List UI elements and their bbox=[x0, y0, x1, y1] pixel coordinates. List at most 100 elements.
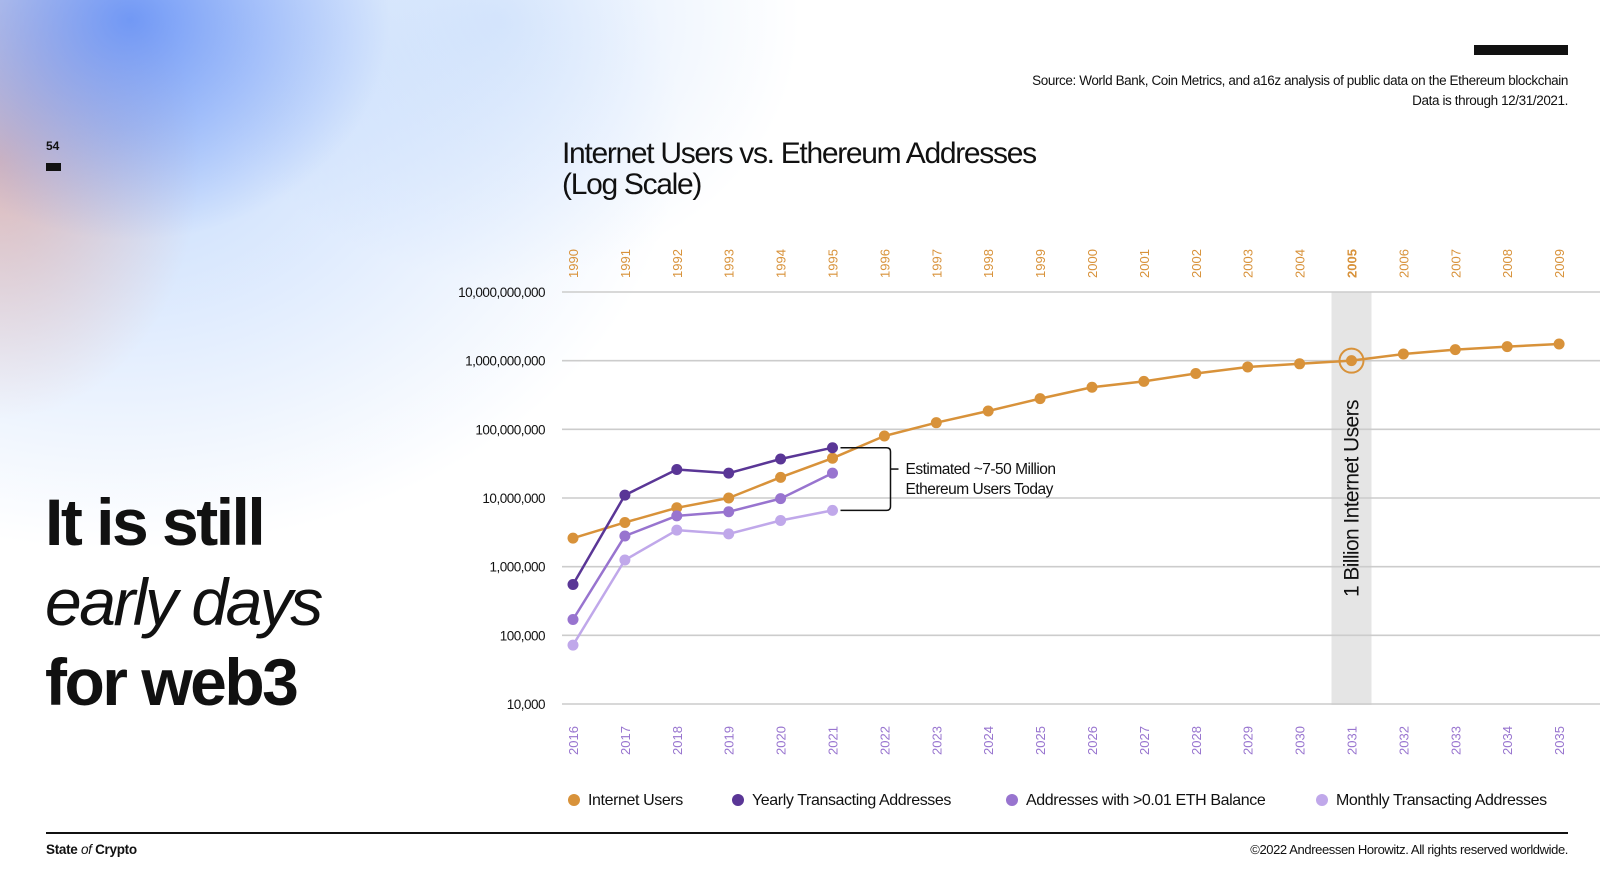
data-point-internet-users bbox=[930, 417, 942, 429]
chart-title-line-2: (Log Scale) bbox=[562, 168, 702, 201]
data-point-monthly-transacting bbox=[567, 639, 579, 651]
legend-item-monthly-transacting: Monthly Transacting Addresses bbox=[1316, 790, 1547, 812]
data-point-eth-balance bbox=[619, 530, 631, 542]
bottom-x-tick-label: 2033 bbox=[1448, 726, 1463, 755]
data-point-internet-users bbox=[1086, 381, 1098, 393]
data-point-monthly-transacting bbox=[827, 504, 838, 516]
y-tick-label: 10,000 bbox=[507, 697, 545, 712]
data-point-internet-users bbox=[619, 516, 631, 528]
top-accent-bar bbox=[1474, 45, 1568, 55]
data-point-eth-balance bbox=[567, 614, 579, 626]
chart-title-line-1: Internet Users vs. Ethereum Addresses bbox=[562, 137, 1037, 170]
highlight-ring bbox=[1338, 347, 1365, 374]
data-point-internet-users bbox=[723, 492, 735, 504]
bottom-x-tick-label: 2031 bbox=[1345, 726, 1360, 755]
top-x-tick-label: 1997 bbox=[929, 249, 944, 278]
bottom-x-tick-label: 2030 bbox=[1293, 726, 1308, 755]
legend-item-internet-users: Internet Users bbox=[568, 790, 683, 812]
data-point-monthly-transacting bbox=[619, 554, 631, 566]
legend-label-monthly-transacting: Monthly Transacting Addresses bbox=[1336, 792, 1547, 809]
legend-swatch-monthly-transacting bbox=[1316, 794, 1328, 806]
bottom-x-tick-label: 2021 bbox=[826, 726, 841, 755]
highlight-label: 1 Billion Internet Users bbox=[1341, 400, 1364, 597]
bottom-x-tick-label: 2029 bbox=[1241, 726, 1256, 755]
data-point-yearly-transacting bbox=[671, 464, 683, 476]
legend-label-internet-users: Internet Users bbox=[588, 792, 683, 809]
data-point-internet-users bbox=[827, 452, 838, 464]
data-point-eth-balance bbox=[827, 467, 838, 479]
top-x-tick-label: 1998 bbox=[981, 249, 996, 278]
top-x-tick-label: 1990 bbox=[566, 249, 581, 278]
y-tick-label: 100,000 bbox=[500, 628, 545, 643]
page-marker bbox=[46, 163, 61, 171]
bottom-x-tick-label: 2028 bbox=[1189, 726, 1204, 755]
data-point-internet-users bbox=[1242, 361, 1254, 373]
source-note: Source: World Bank, Coin Metrics, and a1… bbox=[868, 71, 1568, 111]
brand-part-of: of bbox=[80, 842, 92, 857]
series-line-yearly-transacting bbox=[571, 446, 833, 586]
data-point-internet-users bbox=[671, 502, 683, 514]
legend-swatch-internet-users bbox=[568, 794, 580, 806]
y-tick-label: 10,000,000,000 bbox=[458, 285, 545, 300]
legend-swatch-yearly-transacting bbox=[732, 794, 744, 806]
data-point-yearly-transacting bbox=[723, 467, 735, 479]
top-x-tick-label: 2006 bbox=[1396, 249, 1411, 278]
top-x-tick-label: 2008 bbox=[1500, 249, 1515, 278]
headline: It is still early days for web3 bbox=[45, 482, 323, 722]
data-point-internet-users bbox=[1294, 358, 1306, 370]
series-line-monthly-transacting bbox=[571, 509, 833, 646]
legend-item-yearly-transacting: Yearly Transacting Addresses bbox=[732, 790, 951, 812]
data-point-internet-users bbox=[1397, 348, 1409, 360]
data-point-internet-users bbox=[1190, 368, 1202, 380]
data-point-internet-users bbox=[1034, 393, 1046, 405]
footer-divider bbox=[46, 832, 1568, 834]
bottom-x-tick-label: 2022 bbox=[877, 726, 892, 755]
legend-label-yearly-transacting: Yearly Transacting Addresses bbox=[752, 792, 951, 809]
legend-swatch-eth-balance bbox=[1006, 794, 1018, 806]
top-x-tick-label: 1993 bbox=[722, 249, 737, 278]
top-x-tick-label: 2004 bbox=[1293, 249, 1308, 278]
footer-brand: State of Crypto bbox=[46, 842, 137, 857]
top-x-tick-label: 2003 bbox=[1241, 249, 1256, 278]
top-x-tick-label: 2001 bbox=[1137, 249, 1152, 278]
top-x-tick-label: 2000 bbox=[1085, 249, 1100, 278]
bottom-x-tick-label: 2027 bbox=[1137, 726, 1152, 755]
y-tick-label: 100,000,000 bbox=[475, 422, 545, 437]
bottom-x-tick-label: 2032 bbox=[1396, 726, 1411, 755]
headline-line-1: It is still bbox=[45, 485, 266, 559]
bottom-x-tick-label: 2026 bbox=[1085, 726, 1100, 755]
data-point-monthly-transacting bbox=[775, 515, 787, 527]
top-x-tick-label: 1995 bbox=[826, 249, 841, 278]
data-point-internet-users bbox=[878, 430, 890, 442]
data-point-eth-balance bbox=[671, 510, 683, 522]
bottom-x-tick-label: 2024 bbox=[981, 726, 996, 755]
legend-item-eth-balance: Addresses with >0.01 ETH Balance bbox=[1006, 790, 1266, 812]
footer-copyright: ©2022 Andreessen Horowitz. All rights re… bbox=[1250, 842, 1568, 857]
top-x-tick-label: 1996 bbox=[877, 249, 892, 278]
bottom-x-tick-label: 2023 bbox=[929, 726, 944, 755]
data-point-yearly-transacting bbox=[827, 442, 838, 454]
y-tick-label: 1,000,000,000 bbox=[465, 354, 545, 369]
bottom-x-tick-label: 2034 bbox=[1500, 726, 1515, 755]
top-x-tick-label: 1999 bbox=[1033, 249, 1048, 278]
top-x-tick-label: 1991 bbox=[618, 249, 633, 278]
data-point-yearly-transacting bbox=[775, 453, 787, 465]
data-point-internet-users bbox=[1449, 344, 1461, 356]
data-point-eth-balance bbox=[723, 506, 735, 518]
data-point-internet-users bbox=[1553, 338, 1565, 350]
source-line-2: Data is through 12/31/2021. bbox=[1412, 93, 1568, 108]
source-line-1: Source: World Bank, Coin Metrics, and a1… bbox=[1032, 73, 1568, 88]
headline-line-2: early days bbox=[45, 565, 323, 639]
data-point-internet-users bbox=[567, 532, 579, 544]
data-point-internet-users bbox=[775, 471, 787, 483]
data-point-yearly-transacting bbox=[567, 578, 579, 590]
bottom-x-tick-label: 2035 bbox=[1552, 726, 1567, 755]
top-x-tick-label: 1994 bbox=[774, 249, 789, 278]
data-point-internet-users bbox=[1346, 355, 1357, 367]
top-x-tick-label: 1992 bbox=[670, 249, 685, 278]
data-point-yearly-transacting bbox=[619, 489, 631, 501]
data-point-internet-users bbox=[1501, 341, 1513, 353]
page-number: 54 bbox=[46, 139, 60, 153]
